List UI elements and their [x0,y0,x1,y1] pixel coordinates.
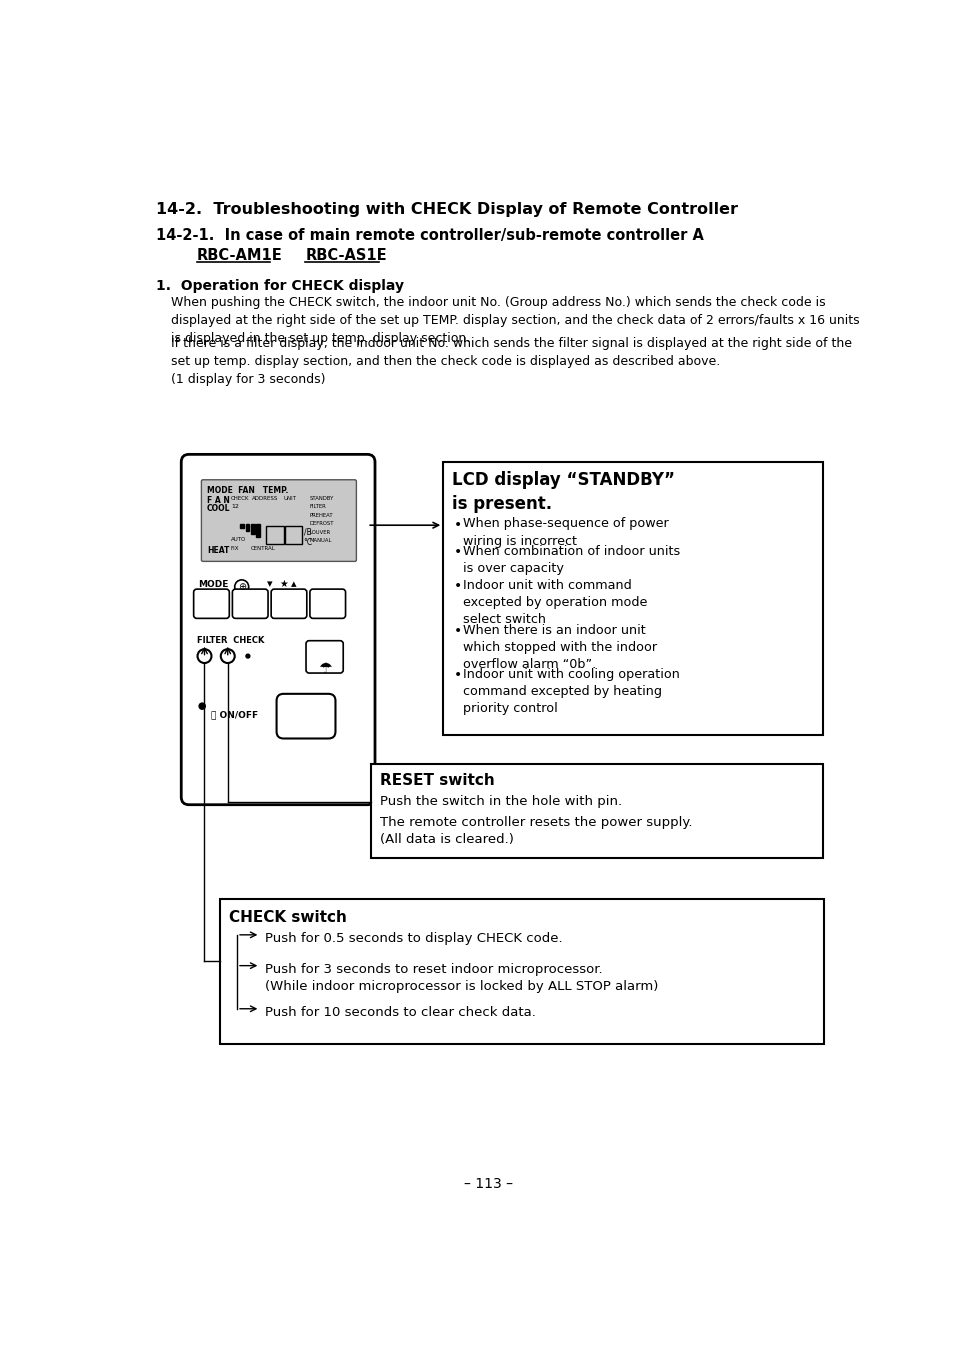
Text: If there is a filter display, the indoor unit No. which sends the filter signal : If there is a filter display, the indoor… [171,337,851,387]
Bar [285,526,302,545]
Text: 14-2-1.  In case of main remote controller/sub-remote controller A: 14-2-1. In case of main remote controlle… [155,228,702,243]
Text: CHECK switch: CHECK switch [229,910,347,925]
Text: ☂: ☂ [317,661,331,675]
Text: The remote controller resets the power supply.
(All data is cleared.): The remote controller resets the power s… [380,817,692,847]
Text: Push for 0.5 seconds to display CHECK code.: Push for 0.5 seconds to display CHECK co… [265,931,562,945]
Text: MODE  FAN   TEMP.: MODE FAN TEMP. [207,485,288,495]
Text: When pushing the CHECK switch, the indoor unit No. (Group address No.) which sen: When pushing the CHECK switch, the indoo… [171,295,859,345]
Bar [266,526,283,545]
Text: ▴: ▴ [291,580,295,589]
Text: DEFROST: DEFROST [310,522,335,526]
Text: ⊕: ⊕ [237,582,246,592]
FancyBboxPatch shape [193,589,229,619]
FancyBboxPatch shape [201,480,356,561]
Bar [251,523,254,534]
Text: 14-2.  Troubleshooting with CHECK Display of Remote Controller: 14-2. Troubleshooting with CHECK Display… [155,202,737,217]
Text: •: • [454,545,462,559]
FancyBboxPatch shape [371,764,822,857]
Text: FILTER: FILTER [310,504,326,510]
FancyBboxPatch shape [276,694,335,739]
FancyBboxPatch shape [443,462,822,736]
Text: FILTER  CHECK: FILTER CHECK [196,636,264,646]
Circle shape [199,704,205,709]
Text: •: • [454,624,462,638]
Text: RBC-AS1E: RBC-AS1E [305,248,387,263]
Text: PREHEAT: PREHEAT [310,512,334,518]
Text: CHECK: CHECK [231,496,249,501]
FancyBboxPatch shape [306,640,343,673]
Text: AUTO: AUTO [231,537,246,542]
FancyBboxPatch shape [220,899,823,1045]
Text: 12: 12 [231,504,238,510]
Text: LCD display “STANDBY”
is present.: LCD display “STANDBY” is present. [452,472,675,512]
Text: •: • [454,580,462,593]
Text: When there is an indoor unit
which stopped with the indoor
overflow alarm “0b”.: When there is an indoor unit which stopp… [463,624,657,671]
Text: RESET switch: RESET switch [380,774,495,789]
FancyBboxPatch shape [310,589,345,619]
Text: F A N: F A N [207,496,230,506]
FancyBboxPatch shape [271,589,307,619]
Text: Push for 3 seconds to reset indoor microprocessor.
(While indoor microprocessor : Push for 3 seconds to reset indoor micro… [265,962,658,992]
Text: Indoor unit with cooling operation
command excepted by heating
priority control: Indoor unit with cooling operation comma… [463,669,679,716]
Text: •: • [454,669,462,682]
Text: ▾: ▾ [266,580,272,589]
Text: ★: ★ [278,580,288,589]
Text: MODE: MODE [198,580,229,589]
Text: MANUAL: MANUAL [310,538,332,543]
Text: CENTRAL: CENTRAL [251,546,275,551]
FancyBboxPatch shape [233,589,268,619]
Text: •: • [454,518,462,531]
Text: LOUVER: LOUVER [310,530,331,535]
Text: STANDBY: STANDBY [310,496,334,501]
Text: When phase-sequence of power
wiring is incorrect: When phase-sequence of power wiring is i… [463,518,668,547]
Text: Indoor unit with command
excepted by operation mode
select switch: Indoor unit with command excepted by ope… [463,580,647,625]
Bar [245,523,249,531]
Bar [256,523,260,537]
Text: – 113 –: – 113 – [464,1177,513,1190]
Circle shape [246,654,250,658]
Bar [240,523,244,527]
FancyBboxPatch shape [181,454,375,805]
Text: COOL: COOL [207,504,230,514]
Text: FIX: FIX [231,546,239,551]
Text: ADDRESS: ADDRESS [252,496,278,501]
Text: °C: °C [303,538,313,547]
Text: Push the switch in the hole with pin.: Push the switch in the hole with pin. [380,795,622,807]
Text: ⏻ ON/OFF: ⏻ ON/OFF [211,710,257,718]
Text: Push for 10 seconds to clear check data.: Push for 10 seconds to clear check data. [265,1006,536,1019]
Text: /B: /B [303,527,311,537]
Text: UNIT: UNIT [283,496,296,501]
Text: 1.  Operation for CHECK display: 1. Operation for CHECK display [155,279,403,293]
Text: HEAT: HEAT [207,546,229,555]
Text: RBC-AM1E: RBC-AM1E [196,248,282,263]
Text: When combination of indoor units
is over capacity: When combination of indoor units is over… [463,545,679,576]
